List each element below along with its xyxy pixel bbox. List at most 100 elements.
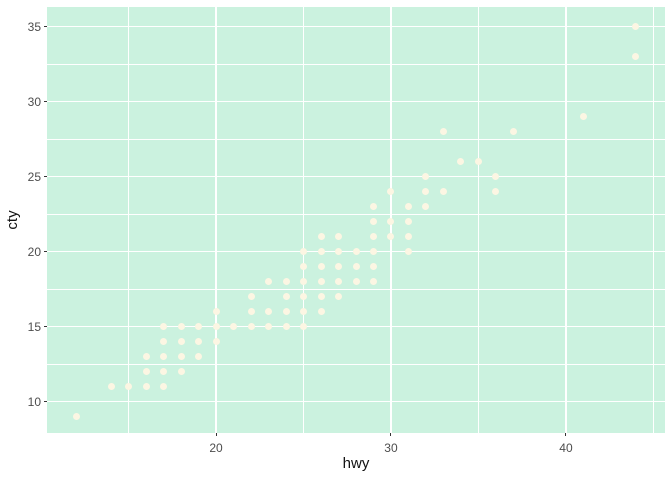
- data-point: [422, 188, 430, 195]
- y-tick-mark: [44, 326, 47, 327]
- data-point: [422, 203, 430, 210]
- x-tick-mark: [565, 433, 567, 436]
- data-point: [335, 263, 342, 270]
- data-point: [404, 248, 412, 255]
- y-major-gridline: [47, 175, 665, 178]
- data-point: [439, 188, 447, 195]
- data-point: [352, 278, 360, 285]
- data-point: [247, 308, 255, 315]
- data-point: [387, 218, 395, 225]
- y-tick-mark: [44, 176, 47, 177]
- data-point: [632, 23, 640, 30]
- plot-panel: [47, 7, 665, 433]
- data-point: [282, 308, 290, 315]
- x-tick-label: 30: [384, 441, 398, 455]
- data-point: [265, 323, 272, 330]
- data-point: [300, 293, 307, 300]
- data-point: [212, 308, 220, 315]
- data-point: [317, 308, 325, 315]
- data-point: [177, 338, 185, 345]
- data-point: [300, 278, 307, 285]
- y-major-gridline: [47, 400, 665, 403]
- data-point: [195, 353, 203, 360]
- x-axis-title: hwy: [342, 455, 370, 472]
- data-point: [265, 308, 272, 315]
- data-point: [160, 383, 168, 390]
- y-tick-label: 10: [27, 394, 41, 409]
- data-point: [404, 203, 412, 210]
- data-point: [72, 413, 80, 420]
- y-axis-title: cty: [4, 210, 21, 230]
- data-point: [492, 188, 500, 195]
- data-point: [300, 263, 307, 270]
- y-tick-label: 30: [27, 94, 41, 109]
- x-tick-label: 20: [209, 441, 223, 455]
- x-major-gridline: [565, 7, 567, 433]
- data-point: [282, 323, 290, 330]
- data-point: [247, 323, 255, 330]
- data-point: [317, 278, 325, 285]
- data-point: [177, 368, 185, 375]
- data-point: [317, 248, 325, 255]
- y-major-gridline: [47, 100, 665, 103]
- data-point: [195, 338, 203, 345]
- data-point: [212, 338, 220, 345]
- data-point: [300, 323, 307, 330]
- data-point: [300, 308, 307, 315]
- data-point: [404, 218, 412, 225]
- data-point: [404, 233, 412, 240]
- data-point: [160, 338, 168, 345]
- data-point: [282, 278, 290, 285]
- data-point: [369, 278, 377, 285]
- x-minor-gridline: [303, 7, 304, 433]
- y-minor-gridline: [47, 63, 665, 65]
- x-tick-label: 40: [559, 441, 573, 455]
- y-minor-gridline: [47, 288, 665, 290]
- data-point: [387, 233, 395, 240]
- data-point: [142, 368, 150, 375]
- data-point: [422, 173, 430, 180]
- data-point: [160, 323, 168, 330]
- data-point: [317, 263, 325, 270]
- x-major-gridline: [215, 7, 217, 433]
- y-tick-label: 20: [27, 244, 41, 259]
- data-point: [352, 263, 360, 270]
- data-point: [369, 218, 377, 225]
- x-minor-gridline: [478, 7, 479, 433]
- data-point: [160, 368, 168, 375]
- data-point: [579, 113, 587, 120]
- data-point: [177, 323, 185, 330]
- y-minor-gridline: [47, 363, 665, 365]
- y-tick-label: 25: [27, 169, 41, 184]
- data-point: [107, 383, 115, 390]
- data-point: [317, 293, 325, 300]
- x-minor-gridline: [128, 7, 129, 433]
- y-tick-mark: [44, 26, 47, 27]
- data-point: [142, 353, 150, 360]
- data-point: [387, 188, 395, 195]
- y-minor-gridline: [47, 213, 665, 215]
- data-point: [509, 128, 517, 135]
- data-point: [369, 203, 377, 210]
- data-point: [282, 293, 290, 300]
- data-point: [265, 278, 272, 285]
- data-point: [335, 293, 342, 300]
- data-point: [335, 248, 342, 255]
- data-point: [492, 173, 500, 180]
- data-point: [632, 53, 640, 60]
- y-tick-mark: [44, 401, 47, 402]
- y-minor-gridline: [47, 138, 665, 140]
- data-point: [177, 353, 185, 360]
- y-major-gridline: [47, 25, 665, 28]
- data-point: [369, 248, 377, 255]
- y-tick-mark: [44, 101, 47, 102]
- data-point: [160, 353, 168, 360]
- data-point: [212, 323, 220, 330]
- data-point: [247, 293, 255, 300]
- y-major-gridline: [47, 325, 665, 328]
- data-point: [457, 158, 465, 165]
- data-point: [335, 278, 342, 285]
- x-minor-gridline: [653, 7, 654, 433]
- data-point: [317, 233, 325, 240]
